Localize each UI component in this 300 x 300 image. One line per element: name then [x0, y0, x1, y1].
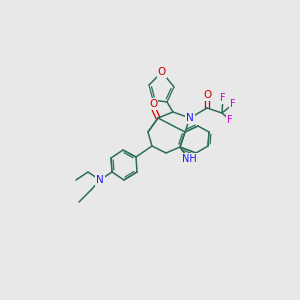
Text: F: F: [220, 93, 226, 103]
Text: N: N: [96, 175, 104, 185]
Text: O: O: [203, 90, 211, 100]
Text: O: O: [149, 99, 157, 109]
Text: NH: NH: [182, 154, 196, 164]
Text: F: F: [230, 99, 236, 109]
Text: N: N: [186, 113, 194, 123]
Text: O: O: [158, 67, 166, 77]
Text: F: F: [227, 115, 233, 125]
